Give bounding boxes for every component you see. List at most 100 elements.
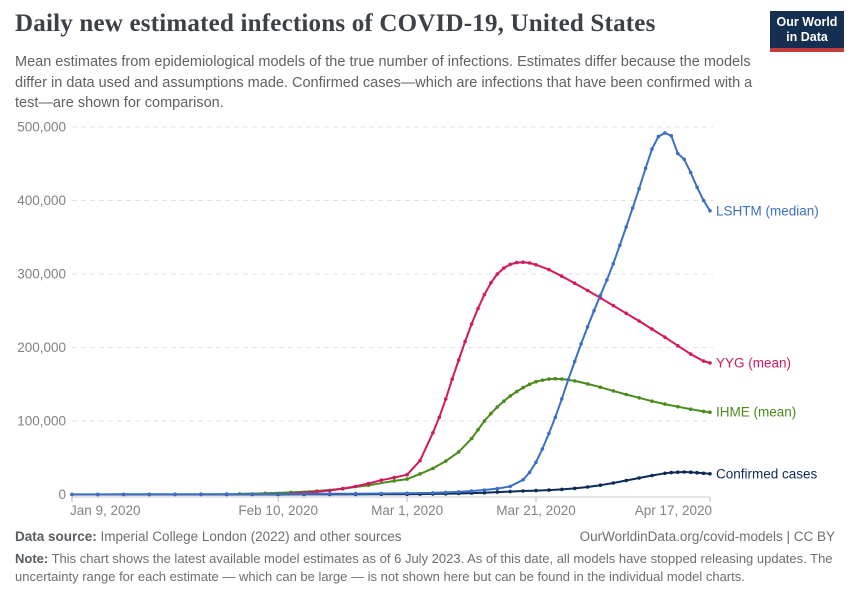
y-tick-label: 400,000 [17,193,66,208]
data-point [585,288,590,293]
data-point [444,490,448,495]
series-end-label-confirmed-cases: Confirmed cases [716,466,818,481]
data-point [650,327,654,331]
data-point [560,487,564,492]
data-point [353,491,358,496]
x-tick-label: Mar 1, 2020 [371,503,443,518]
license-text[interactable]: OurWorldinData.org/covid-models | CC BY [579,529,835,544]
data-point [489,411,493,416]
data-point [695,185,699,190]
data-point [572,379,577,383]
data-point [302,492,306,496]
data-point [521,478,525,482]
data-point [656,134,661,139]
chart-subtitle: Mean estimates from epidemiological mode… [15,54,753,111]
y-tick-label: 500,000 [17,120,66,135]
data-point [553,415,558,420]
data-point [688,170,693,175]
data-point [624,311,628,316]
data-point [547,488,551,492]
data-point [224,492,229,496]
data-point [521,260,525,264]
data-point [147,492,152,497]
series-ihme-mean[interactable]: IHME (mean) [237,376,796,496]
data-point [688,352,693,356]
data-source-text: Data source: Imperial College London (20… [15,529,402,544]
series-end-label-ihme-mean: IHME (mean) [716,405,796,420]
data-point [534,263,538,267]
data-point [392,479,397,483]
data-point [572,359,577,364]
data-point [405,472,409,477]
y-tick-label: 100,000 [17,414,66,429]
data-point [476,306,480,311]
data-point [579,342,583,346]
data-point [585,325,590,329]
data-point [592,309,596,313]
data-point [701,198,706,203]
data-point [495,486,500,491]
data-point [663,131,667,135]
data-point [637,396,641,400]
data-point [450,377,455,381]
data-point [392,475,397,480]
data-point [437,415,442,420]
y-tick-label: 0 [58,487,66,502]
data-point [676,470,680,475]
data-point [199,492,203,497]
data-point [701,471,706,476]
data-point [540,447,545,451]
data-point [96,492,100,497]
data-point [560,274,564,278]
data-point [514,260,519,265]
data-point [585,485,590,489]
data-point [328,492,332,496]
data-point [650,473,654,478]
x-tick-label: Feb 10, 2020 [238,503,318,518]
data-point [663,402,667,406]
data-point [431,491,435,495]
data-point [643,166,648,170]
data-point [605,278,609,282]
x-tick-label: Jan 9, 2020 [70,503,141,518]
data-point [418,472,422,476]
data-point [663,471,667,476]
data-point [70,492,74,497]
data-point [508,262,512,267]
data-point [340,486,345,491]
data-point [444,397,448,401]
chart-canvas: 0 100,000 200,000 300,000 400,000 500,000 Jan … [17,120,819,519]
data-point [366,481,371,486]
data-point [637,476,641,480]
y-tick-label: 300,000 [17,267,66,282]
data-point [456,358,461,362]
data-point [630,206,635,210]
data-point [676,151,680,156]
data-point [379,491,384,496]
data-point [469,489,474,493]
data-point [650,147,654,151]
series-lshtm-median[interactable]: LSHTM (median) [70,131,819,497]
data-point [495,272,500,276]
data-point [708,361,712,365]
data-point [456,450,461,454]
data-point [598,293,603,298]
data-point [663,335,667,339]
data-point [469,322,474,326]
data-point [173,492,177,497]
data-point [637,319,641,323]
owid-logo[interactable]: Our World in Data [770,11,844,52]
data-point [469,436,474,441]
data-point [598,385,603,390]
x-tick-label: Apr 17, 2020 [635,503,712,518]
data-point [315,490,319,494]
data-point [624,478,628,483]
data-point [527,382,532,387]
series-end-label-yyg-mean: YYG (mean) [716,355,791,370]
data-point [585,382,590,386]
data-point [572,486,577,491]
data-point [482,490,487,495]
data-point [688,470,693,475]
series-yyg-mean[interactable]: YYG (mean) [289,260,791,496]
